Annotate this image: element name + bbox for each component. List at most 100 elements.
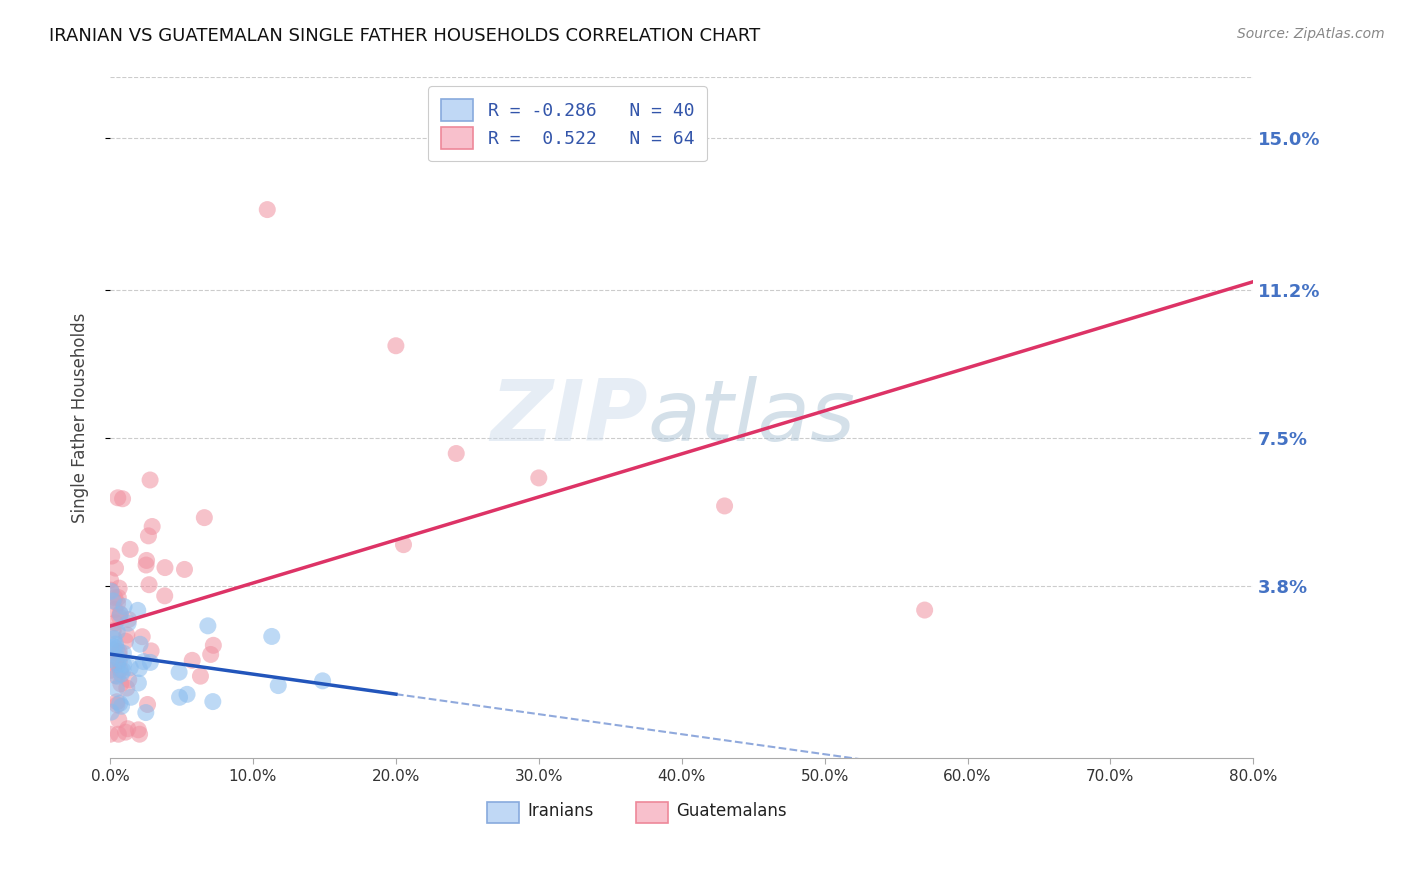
Point: [100, 705, 122, 719]
Point: [100, 573, 122, 587]
Point: [201, 695, 224, 709]
Point: [173, 562, 195, 576]
Point: [120, 542, 142, 557]
Point: [98, 727, 121, 741]
Point: [107, 491, 129, 505]
Point: [128, 661, 150, 675]
Point: [105, 656, 128, 670]
Point: [193, 510, 215, 524]
Point: [110, 677, 132, 691]
Point: [260, 630, 283, 644]
Point: [118, 673, 141, 687]
Point: [117, 722, 139, 736]
Point: [176, 687, 198, 701]
Point: [256, 202, 278, 217]
Point: [127, 676, 149, 690]
Point: [115, 628, 138, 642]
Point: [385, 339, 408, 353]
Text: Iranians: Iranians: [527, 802, 593, 821]
Point: [114, 725, 136, 739]
Point: [153, 560, 176, 574]
Point: [139, 656, 162, 670]
Point: [129, 637, 152, 651]
Point: [108, 644, 131, 658]
Point: [108, 697, 131, 711]
Point: [110, 607, 132, 622]
Point: [527, 471, 550, 485]
Point: [127, 603, 149, 617]
Point: [117, 612, 139, 626]
Point: [141, 519, 163, 533]
Point: [136, 698, 159, 712]
Point: [112, 646, 135, 660]
Point: [100, 549, 122, 563]
Point: [104, 615, 127, 630]
Point: [444, 446, 467, 460]
Point: [105, 669, 128, 683]
Point: [108, 648, 131, 662]
Text: IRANIAN VS GUATEMALAN SINGLE FATHER HOUSEHOLDS CORRELATION CHART: IRANIAN VS GUATEMALAN SINGLE FATHER HOUS…: [49, 27, 761, 45]
Text: atlas: atlas: [647, 376, 855, 459]
FancyBboxPatch shape: [636, 803, 668, 823]
Point: [153, 589, 176, 603]
Point: [112, 657, 135, 672]
Point: [120, 661, 142, 675]
Point: [107, 713, 129, 727]
Point: [104, 602, 127, 616]
Y-axis label: Single Father Households: Single Father Households: [72, 313, 89, 523]
Point: [107, 727, 129, 741]
Point: [713, 499, 735, 513]
Point: [105, 641, 128, 656]
Point: [112, 599, 135, 614]
Point: [139, 644, 162, 658]
Point: [117, 616, 139, 631]
Point: [128, 727, 150, 741]
Point: [107, 596, 129, 610]
Point: [267, 679, 290, 693]
Point: [103, 640, 125, 654]
Point: [100, 640, 122, 654]
Point: [100, 663, 122, 677]
Point: [200, 648, 222, 662]
Point: [105, 681, 128, 696]
Point: [127, 723, 149, 737]
Point: [104, 591, 127, 605]
Point: [131, 630, 153, 644]
Point: [100, 583, 122, 598]
Point: [107, 652, 129, 666]
Point: [167, 665, 190, 680]
Point: [103, 632, 125, 646]
Point: [197, 619, 219, 633]
Point: [107, 657, 129, 672]
Point: [104, 637, 127, 651]
Point: [110, 667, 132, 681]
Point: [135, 553, 157, 567]
Point: [101, 594, 124, 608]
Point: [139, 473, 162, 487]
Point: [132, 655, 155, 669]
Point: [914, 603, 936, 617]
Point: [107, 591, 129, 605]
Point: [103, 644, 125, 658]
Point: [105, 695, 128, 709]
FancyBboxPatch shape: [488, 803, 519, 823]
Point: [110, 699, 132, 714]
Point: [135, 706, 157, 720]
Point: [311, 673, 333, 688]
Point: [111, 491, 134, 506]
Point: [190, 669, 212, 683]
Point: [105, 698, 128, 712]
Point: [120, 690, 142, 705]
Point: [108, 610, 131, 624]
Point: [392, 538, 415, 552]
Point: [112, 664, 135, 678]
Point: [100, 584, 122, 599]
Point: [100, 652, 122, 666]
Point: [110, 663, 132, 677]
Point: [103, 624, 125, 638]
Point: [105, 624, 128, 639]
Point: [108, 581, 131, 595]
Point: [181, 653, 204, 667]
Point: [202, 638, 225, 652]
Point: [108, 654, 131, 668]
